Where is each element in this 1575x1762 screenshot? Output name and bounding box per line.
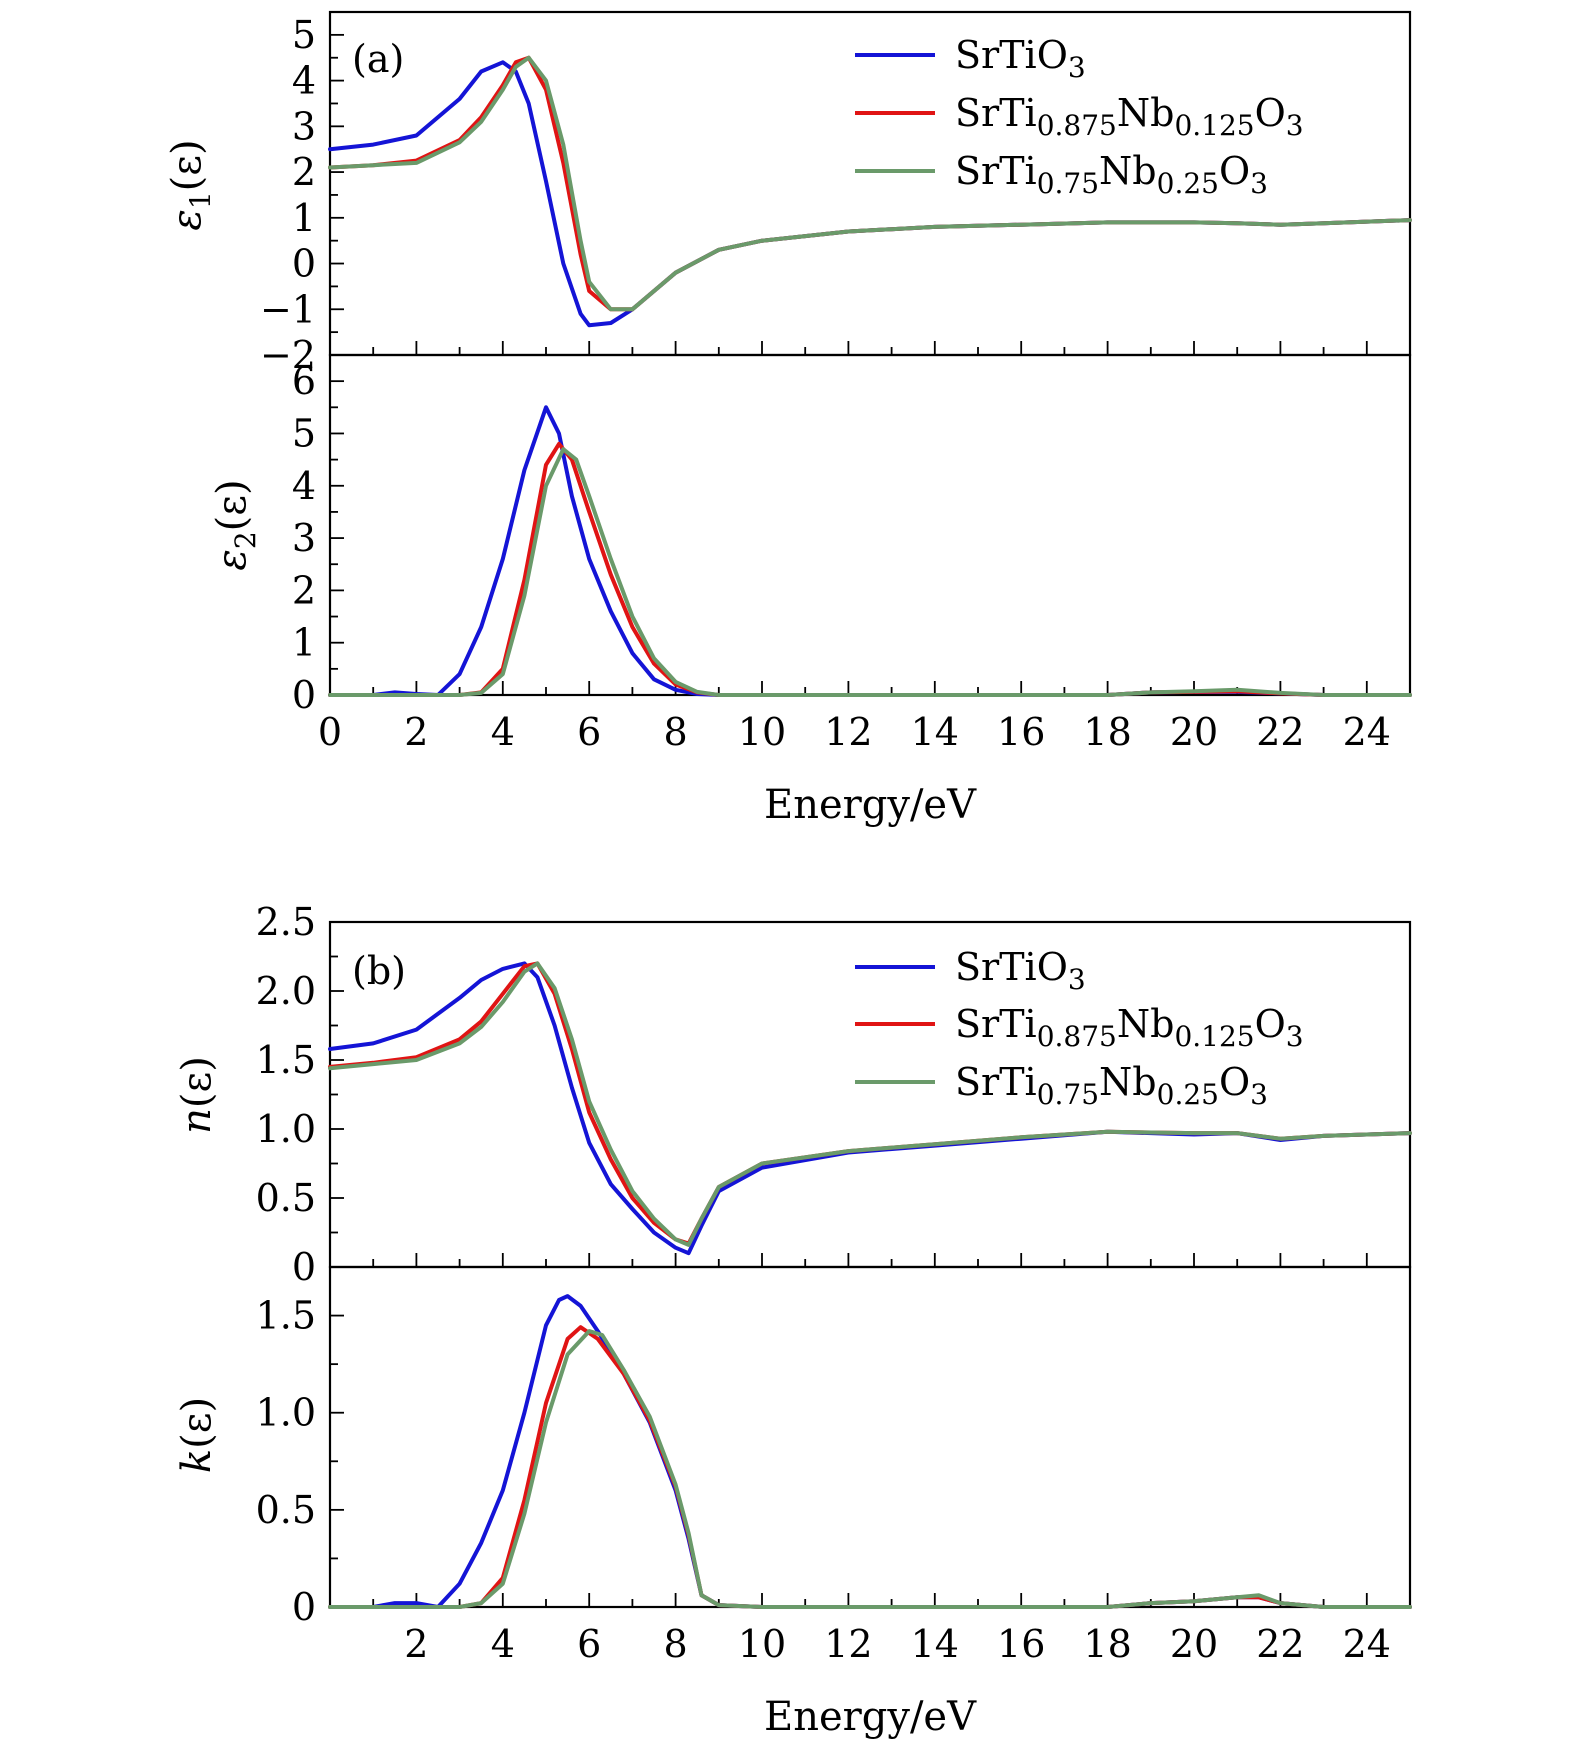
series-line-nb025 bbox=[328, 1329, 1412, 1609]
xtick-label: 2 bbox=[404, 710, 428, 754]
plot-frame-k bbox=[328, 1265, 1412, 1609]
ytick-label: 2.0 bbox=[256, 969, 316, 1013]
xtick-label: 10 bbox=[738, 710, 786, 754]
xtick-label: 24 bbox=[1343, 1622, 1391, 1666]
series-line-nb0125 bbox=[328, 1325, 1412, 1609]
legend-b: SrTiO3 SrTi0.875Nb0.125O3 SrTi0.75Nb0.25… bbox=[855, 945, 1304, 1111]
xtick-label: 20 bbox=[1170, 710, 1218, 754]
legend-label-srtio3-b: SrTiO3 bbox=[955, 945, 1086, 996]
ytick-label: 1.5 bbox=[256, 1294, 316, 1338]
ytick-label: 1.0 bbox=[256, 1107, 316, 1151]
plot-frame-eps2 bbox=[328, 353, 1412, 697]
ytick-label: 4 bbox=[292, 464, 316, 508]
xlabel-a: Energy/eV bbox=[764, 782, 977, 828]
ytick-label: 0 bbox=[292, 1245, 316, 1289]
ytick-label: 0.5 bbox=[256, 1176, 316, 1220]
ytick-label: 1 bbox=[292, 621, 316, 665]
ytick-label: 0 bbox=[292, 1585, 316, 1629]
xtick-label: 12 bbox=[824, 1622, 872, 1666]
series-line-nb0125 bbox=[328, 441, 1412, 697]
xtick-label: 10 bbox=[738, 1622, 786, 1666]
xtick-label: 0 bbox=[318, 710, 342, 754]
xtick-label: 18 bbox=[1083, 1622, 1131, 1666]
panel-label-a: (a) bbox=[352, 37, 404, 81]
ytick-label: 1 bbox=[292, 196, 316, 240]
ytick-label: 2 bbox=[292, 150, 316, 194]
ylabel-k: k(ε) bbox=[174, 1397, 220, 1473]
ylabel-eps2: ε2(ε) bbox=[209, 479, 262, 570]
ytick-label: 5 bbox=[292, 13, 316, 57]
series-n bbox=[328, 961, 1412, 1256]
series-eps2 bbox=[328, 405, 1412, 697]
xtick-label: 4 bbox=[491, 710, 515, 754]
ytick-label: 2.5 bbox=[256, 900, 316, 944]
legend-label-nb025-b: SrTi0.75Nb0.25O3 bbox=[955, 1060, 1268, 1111]
legend-label-nb0125: SrTi0.875Nb0.125O3 bbox=[955, 91, 1304, 142]
xtick-label: 16 bbox=[997, 710, 1045, 754]
series-line-nb025 bbox=[328, 447, 1412, 697]
ytick-label: 3 bbox=[292, 516, 316, 560]
ytick-label: 5 bbox=[292, 411, 316, 455]
xtick-label: 8 bbox=[664, 710, 688, 754]
ytick-label: 1.0 bbox=[256, 1391, 316, 1435]
xtick-label: 16 bbox=[997, 1622, 1045, 1666]
xtick-label: 24 bbox=[1343, 710, 1391, 754]
xtick-label: 12 bbox=[824, 710, 872, 754]
legend-label-nb025: SrTi0.75Nb0.25O3 bbox=[955, 149, 1268, 200]
series-line-srtio3 bbox=[328, 405, 1412, 697]
xtick-label: 6 bbox=[577, 1622, 601, 1666]
xtick-label: 14 bbox=[911, 1622, 959, 1666]
xlabel-b: Energy/eV bbox=[764, 1694, 977, 1740]
axes-n: 0 0.5 1.0 1.5 2.0 2.5 bbox=[256, 900, 1411, 1289]
ylabel-eps1: ε1(ε) bbox=[164, 139, 217, 230]
legend-label-srtio3: SrTiO3 bbox=[955, 33, 1086, 84]
axes-k: 00.51.01.52 4 6 8 10 12 14 16 18 20 22 24 bbox=[256, 1294, 1411, 1666]
series-line-nb025 bbox=[328, 961, 1412, 1247]
xtick-label: 4 bbox=[491, 1622, 515, 1666]
series-line-nb025 bbox=[328, 55, 1412, 312]
xtick-label: 22 bbox=[1256, 1622, 1304, 1666]
ytick-label: 2 bbox=[292, 568, 316, 612]
ytick-label: 6 bbox=[292, 359, 316, 403]
ytick-label: 1.5 bbox=[256, 1038, 316, 1082]
legend-a: SrTiO3 SrTi0.875Nb0.125O3 SrTi0.75Nb0.25… bbox=[855, 33, 1304, 200]
panel-label-b: (b) bbox=[352, 949, 406, 993]
xtick-label: 18 bbox=[1083, 710, 1131, 754]
xtick-label: 8 bbox=[664, 1622, 688, 1666]
ytick-label: 0 bbox=[292, 242, 316, 286]
ytick-label: 0 bbox=[292, 673, 316, 717]
series-eps1 bbox=[328, 55, 1412, 328]
ytick-label: 3 bbox=[292, 104, 316, 148]
ytick-label: 0.5 bbox=[256, 1488, 316, 1532]
ytick-label: −2 bbox=[260, 333, 316, 377]
panel-b-k: 00.51.01.52 4 6 8 10 12 14 16 18 20 22 24 k(ε) Ener… bbox=[174, 1265, 1412, 1740]
xtick-label: 22 bbox=[1256, 710, 1304, 754]
legend-label-nb0125-b: SrTi0.875Nb0.125O3 bbox=[955, 1002, 1304, 1053]
series-line-srtio3 bbox=[328, 1294, 1412, 1609]
series-k bbox=[328, 1294, 1412, 1609]
xtick-label: 14 bbox=[911, 710, 959, 754]
xtick-label: 2 bbox=[404, 1622, 428, 1666]
xtick-label: 20 bbox=[1170, 1622, 1218, 1666]
xtick-label: 6 bbox=[577, 710, 601, 754]
ytick-label: −1 bbox=[260, 287, 316, 331]
ytick-label: 4 bbox=[292, 59, 316, 103]
ylabel-n: n(ε) bbox=[174, 1056, 220, 1134]
